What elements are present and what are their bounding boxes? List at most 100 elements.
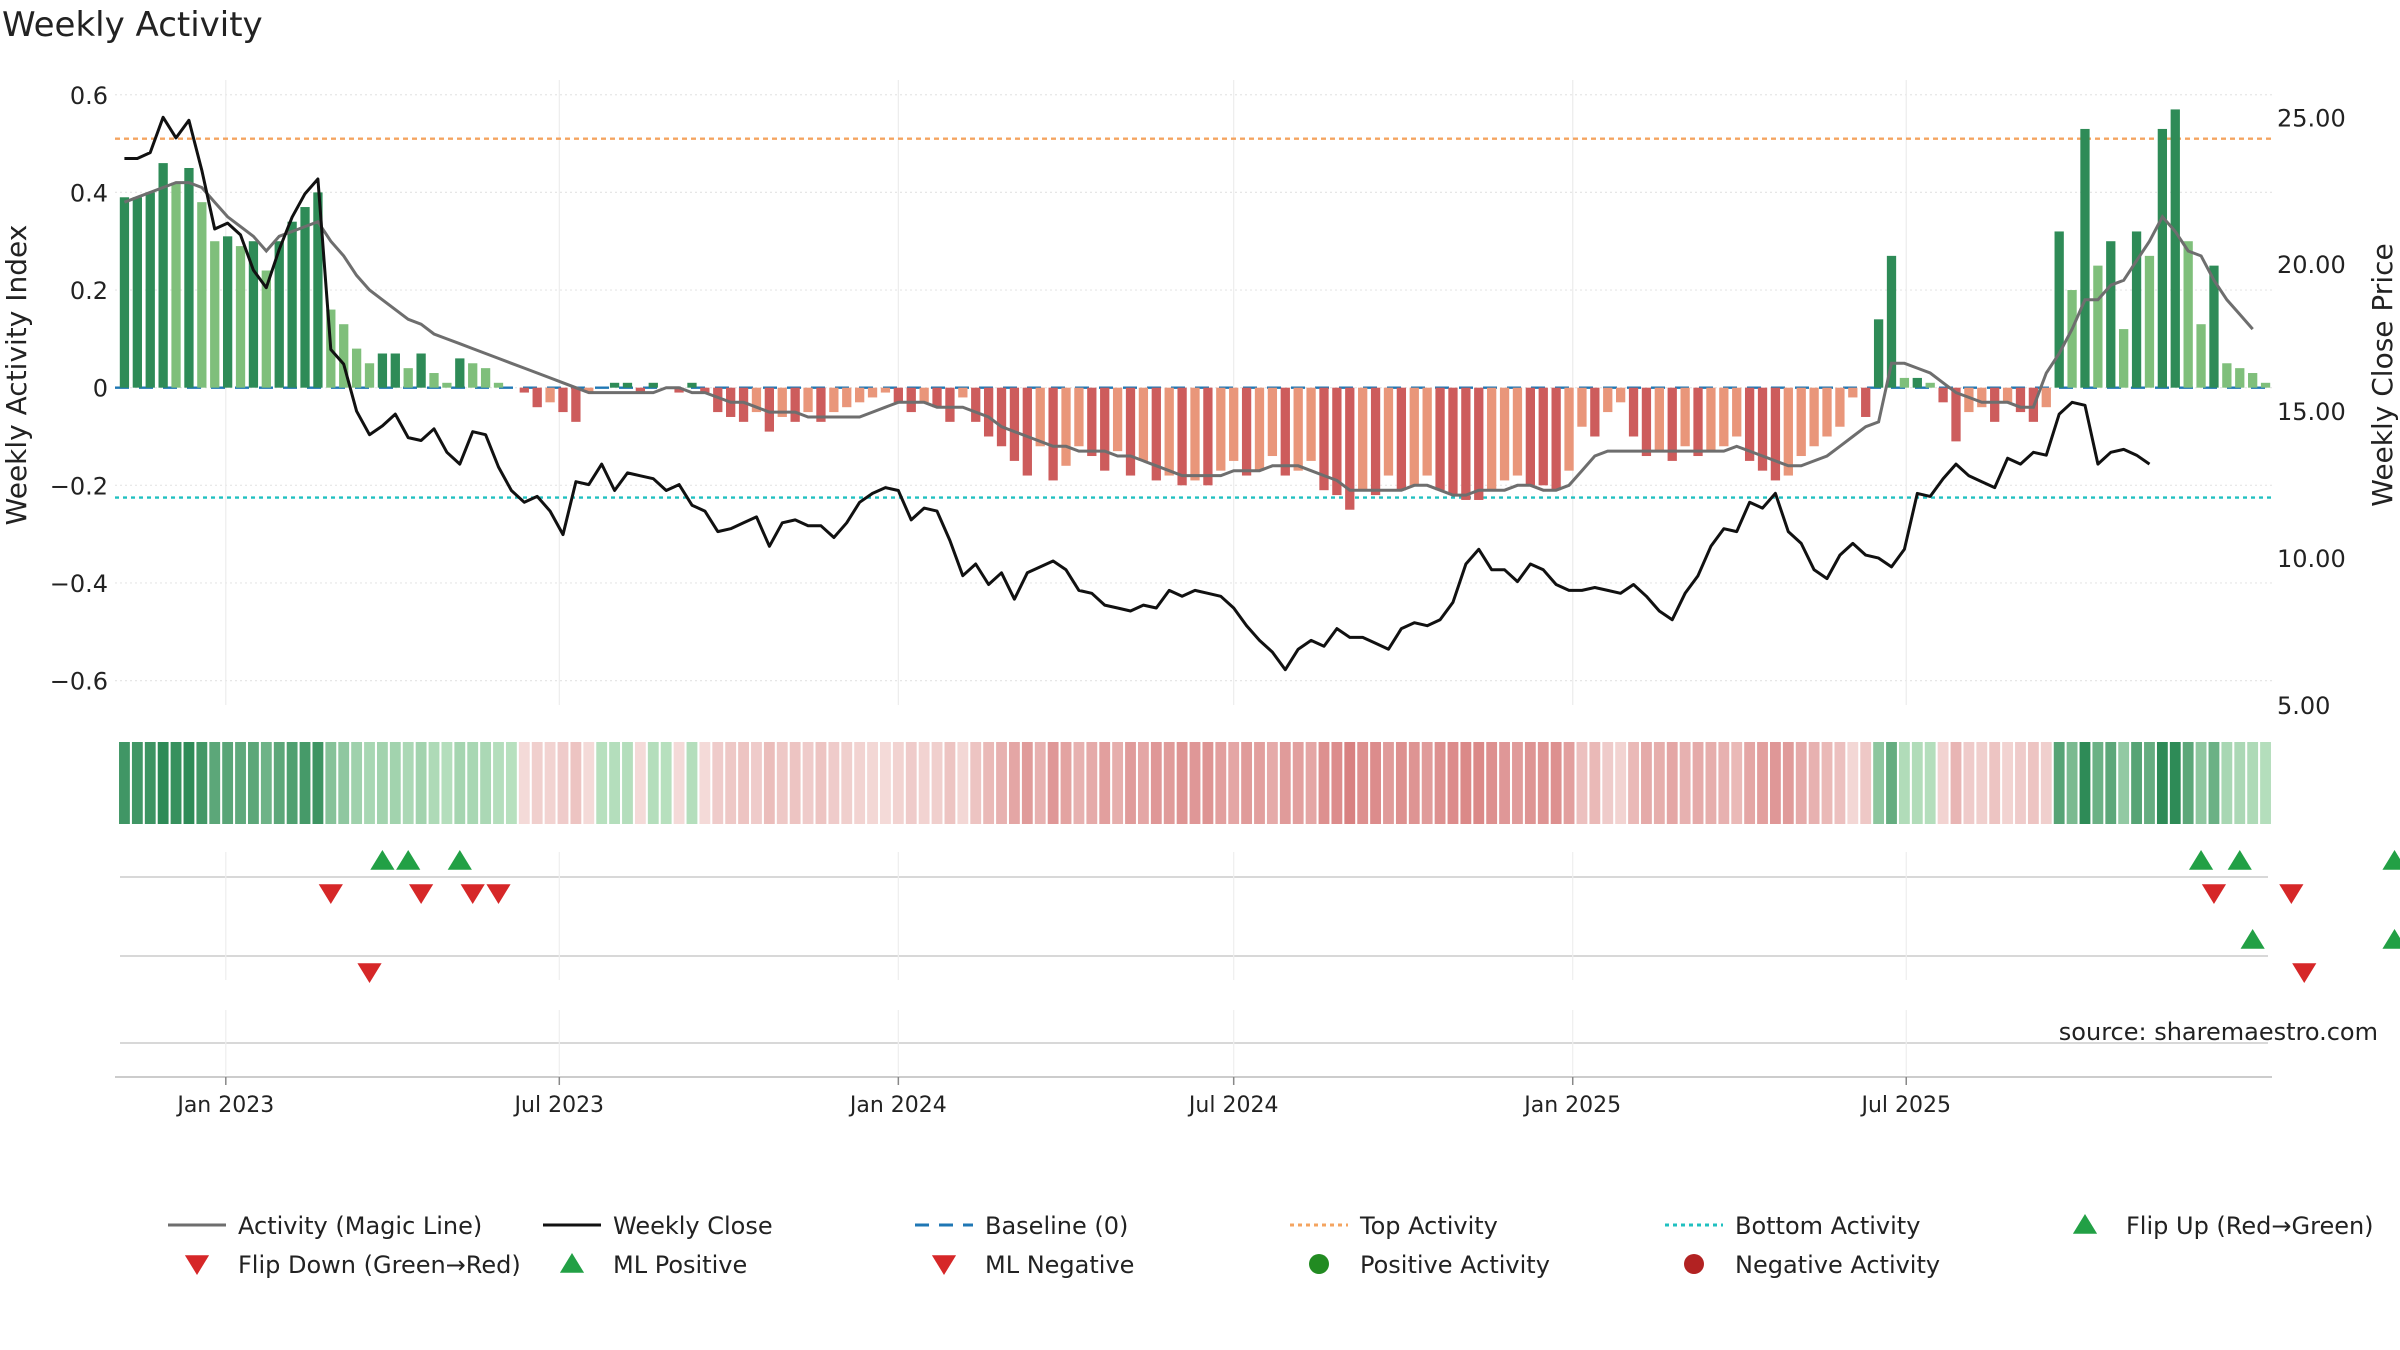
activity-bar — [1848, 387, 1858, 398]
activity-bar — [2093, 265, 2103, 388]
legend-label: Activity (Magic Line) — [238, 1212, 482, 1240]
heat-cell — [131, 742, 143, 824]
activity-bar — [687, 382, 697, 388]
activity-bar — [2235, 368, 2245, 388]
y-axis-right: 25.00 20.00 15.00 10.00 5.00 — [2277, 104, 2346, 720]
activity-bar — [893, 387, 903, 403]
activity-bar — [1667, 387, 1677, 461]
legend-swatch — [931, 1255, 957, 1275]
legend-label: Weekly Close — [613, 1212, 773, 1240]
activity-bar — [2054, 231, 2064, 388]
heat-cell — [1202, 742, 1214, 824]
source-note: source: sharemaestro.com — [2059, 1018, 2378, 1046]
activity-bars — [119, 109, 2271, 510]
y-right-tick-label: 15.00 — [2277, 398, 2346, 426]
heat-cell — [1602, 742, 1614, 824]
y-left-tick-label: 0.4 — [70, 179, 108, 207]
activity-bar — [532, 387, 542, 408]
activity-bar — [287, 221, 297, 388]
activity-bar — [1732, 387, 1742, 437]
activity-bar — [1719, 387, 1729, 447]
heat-cell — [493, 742, 504, 824]
activity-bar — [222, 236, 233, 388]
activity-bar — [1422, 387, 1432, 476]
heat-cell — [2040, 742, 2052, 824]
activity-bar — [1551, 387, 1561, 491]
activity-bar — [1332, 387, 1342, 496]
activity-bar — [235, 246, 246, 388]
legend-label: ML Positive — [613, 1251, 747, 1279]
heat-cell — [854, 742, 866, 824]
legend-label: Bottom Activity — [1735, 1212, 1920, 1240]
heat-cell — [1047, 742, 1059, 824]
heat-cell — [596, 742, 608, 824]
flip-down-marker — [409, 884, 434, 904]
activity-bar — [1951, 387, 1961, 442]
activity-bar — [1938, 387, 1948, 403]
activity-bar — [1435, 387, 1445, 491]
y-axis-left-label: Weekly Activity Index — [0, 225, 33, 526]
heat-cell — [725, 742, 737, 824]
heat-cell — [1770, 742, 1781, 824]
activity-bar — [1370, 387, 1381, 496]
heat-cell — [312, 742, 324, 824]
activity-bar — [571, 387, 581, 422]
activity-bar — [313, 192, 323, 388]
heat-cell — [1757, 742, 1768, 824]
activity-bar — [816, 387, 826, 422]
heat-cell — [170, 742, 182, 824]
activity-bar — [584, 387, 594, 393]
activity-bar — [1925, 382, 1935, 388]
legend-swatch — [1309, 1254, 1329, 1274]
y-axis-right-label: Weekly Close Price — [2366, 243, 2399, 506]
heat-cell — [751, 742, 762, 824]
heat-cell — [1073, 742, 1085, 824]
activity-bar — [777, 387, 787, 417]
heat-cell — [1086, 742, 1098, 824]
activity-bar — [519, 387, 529, 393]
heat-cell — [2208, 742, 2220, 824]
activity-bar — [932, 387, 942, 408]
ml-positive-marker — [2240, 929, 2265, 949]
heat-cell — [338, 742, 350, 824]
heat-cell — [1950, 742, 1962, 824]
activity-bar — [1886, 255, 1897, 388]
magic-line-series — [123, 181, 2254, 497]
activity-bar — [171, 182, 181, 388]
heat-cell — [983, 742, 995, 824]
heat-cell — [905, 742, 917, 824]
heat-cell — [415, 742, 427, 824]
activity-bar — [545, 387, 555, 403]
legend-swatch — [559, 1253, 585, 1273]
heat-cell — [1241, 742, 1253, 824]
activity-bar — [2067, 290, 2077, 388]
activity-bar — [713, 387, 723, 413]
heat-cell — [1589, 742, 1601, 824]
activity-bar — [2119, 329, 2129, 388]
heat-cell — [2002, 742, 2014, 824]
activity-bar — [2157, 128, 2168, 388]
activity-bar — [635, 387, 646, 393]
activity-bar — [751, 387, 762, 413]
activity-bar — [1100, 387, 1110, 471]
heat-cell — [1473, 742, 1485, 824]
heat-cell — [1370, 742, 1381, 824]
heat-cell — [660, 742, 672, 824]
chart-title: Weekly Activity — [2, 5, 263, 45]
activity-bar — [1474, 387, 1484, 500]
heat-cell — [441, 742, 453, 824]
activity-bar — [1138, 387, 1149, 461]
heat-cell — [1705, 742, 1717, 824]
flip-up-marker — [2382, 850, 2400, 870]
x-axis: Jan 2023 Jul 2023 Jan 2024 Jul 2024 Jan 2025… — [115, 1076, 2272, 1118]
flip-up-marker — [396, 850, 421, 870]
activity-bar — [184, 167, 194, 388]
heat-cell — [2156, 742, 2168, 824]
activity-bar — [829, 387, 839, 413]
heat-cell — [609, 742, 620, 824]
legend-swatch — [2072, 1214, 2098, 1234]
heat-cell — [1408, 742, 1420, 824]
heat-cell — [622, 742, 633, 824]
heat-cell — [286, 742, 298, 824]
activity-bar — [880, 387, 891, 393]
